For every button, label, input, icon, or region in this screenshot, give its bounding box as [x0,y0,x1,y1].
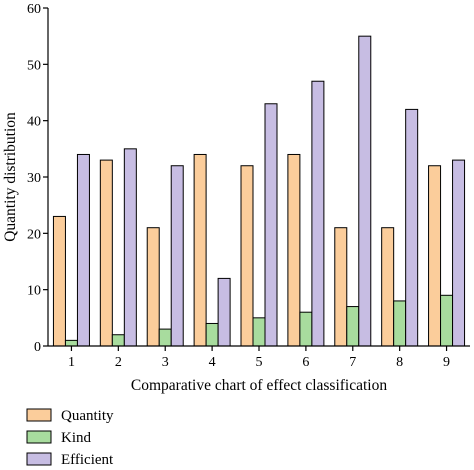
bar-efficient-7 [358,35,372,347]
legend-label-quantity: Quantity [61,408,114,424]
bar-efficient-5 [264,103,278,347]
bar-efficient-1 [76,153,90,347]
legend-swatch-quantity [26,408,52,422]
x-tick-label: 2 [115,355,122,370]
bars-layer [52,35,466,347]
bar-efficient-2 [123,148,137,347]
legend-swatch-kind [26,430,52,444]
y-tick-label: 10 [27,284,41,299]
x-tick-label: 9 [443,355,450,370]
y-tick-label: 0 [34,340,41,355]
x-tick-label: 6 [302,355,309,370]
y-ticks: 0 10 20 30 40 50 60 [27,2,48,355]
x-tick-label: 1 [68,355,75,370]
legend-swatch-efficient [26,452,52,466]
x-tick-label: 3 [162,355,169,370]
x-ticks: 1 2 3 4 5 6 7 8 9 [68,346,450,370]
bar-quantity-1 [52,215,66,347]
bar-efficient-6 [311,80,325,347]
bar-kind-2 [111,334,125,347]
bar-quantity-5 [240,165,254,347]
bar-quantity-6 [287,153,301,347]
bar-efficient-8 [405,108,419,347]
bar-kind-5 [252,317,266,347]
bar-quantity-2 [99,159,113,347]
y-tick-label: 50 [27,58,41,73]
bar-quantity-9 [428,165,442,347]
y-tick-label: 60 [27,2,41,17]
y-axis-title: Quantity distribution [2,112,19,242]
y-tick-label: 20 [27,227,41,242]
x-tick-label: 7 [349,355,356,370]
bar-efficient-9 [452,159,466,347]
bar-kind-6 [299,311,313,347]
x-tick-label: 8 [396,355,403,370]
y-tick-label: 30 [27,171,41,186]
bar-kind-8 [393,300,407,347]
legend-label-efficient: Efficient [61,452,114,468]
x-tick-label: 4 [209,355,216,370]
bar-kind-3 [158,328,172,347]
legend-label-kind: Kind [61,430,92,446]
bar-quantity-7 [334,227,348,347]
legend: Quantity Kind Efficient [26,408,114,468]
bar-quantity-3 [146,227,160,347]
bar-kind-7 [346,306,360,347]
x-axis-title: Comparative chart of effect classificati… [131,377,387,394]
bar-kind-9 [440,294,454,347]
bar-quantity-4 [193,153,207,347]
bar-efficient-3 [170,165,184,347]
bar-kind-4 [205,322,219,347]
bar-efficient-4 [217,277,231,347]
bar-quantity-8 [381,227,395,347]
y-tick-label: 40 [27,115,41,130]
bar-kind-1 [64,339,78,347]
x-tick-label: 5 [256,355,263,370]
